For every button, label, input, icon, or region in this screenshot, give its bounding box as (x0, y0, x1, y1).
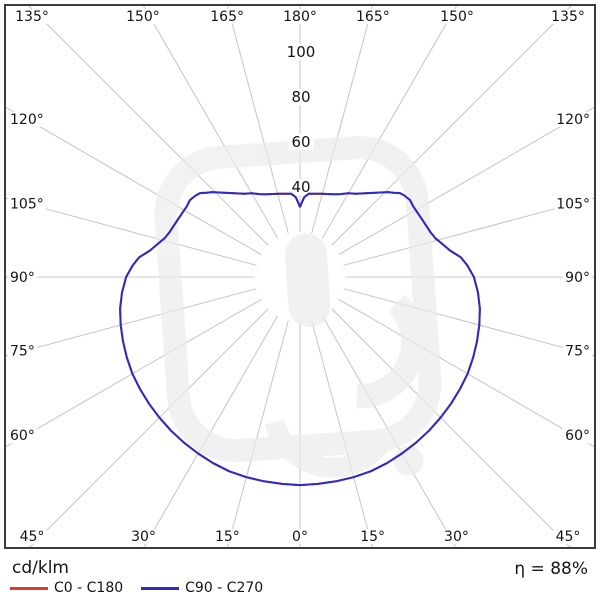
watermark-arc (356, 294, 426, 409)
angle-label-halo (354, 9, 392, 24)
angle-label: 90° (565, 270, 590, 286)
ring-label-halo (283, 44, 319, 60)
watermark-bar (284, 233, 331, 328)
grid-radial-line (322, 6, 458, 239)
c90-c270-curve (119, 191, 481, 487)
angle-label: 150° (440, 9, 474, 25)
grid-radial-line (143, 315, 278, 547)
angle-label: 75° (565, 343, 590, 359)
grid-radial-line (6, 106, 262, 255)
angle-label-halo (8, 343, 38, 359)
angle-label-halo (562, 428, 592, 444)
angle-label: 0° (292, 529, 308, 545)
angle-label-halo (13, 9, 51, 24)
grid-radial-line (29, 308, 269, 547)
angle-label: 15° (215, 529, 240, 545)
angle-label: 165° (356, 9, 390, 25)
angle-label-halo (281, 9, 319, 24)
grid-radial-line (311, 6, 374, 234)
angle-label: 105° (556, 197, 590, 213)
grid-radial-line (6, 288, 257, 357)
unit-label: cd/klm (12, 558, 69, 578)
angle-label: 15° (360, 529, 385, 545)
angle-label: 45° (20, 529, 45, 545)
legend-label-c0-c180: C0 - C180 (54, 580, 124, 596)
c90-c270-line-swatch (141, 586, 180, 590)
legend-label-c90-c270: C90 - C270 (185, 580, 264, 596)
ring-label: 60 (291, 133, 310, 151)
angle-label-halo (8, 196, 46, 212)
ring-label-halo (288, 134, 314, 150)
grid-radial-line (331, 308, 571, 547)
angle-label-halo (562, 343, 592, 359)
angle-label: 30° (131, 529, 156, 545)
angle-label: 75° (10, 343, 35, 359)
watermark-logo (154, 136, 442, 478)
angle-label-halo (124, 9, 162, 24)
grid-radial-line (322, 315, 457, 547)
angle-label-halo (128, 529, 159, 544)
angle-label: 120° (556, 112, 590, 128)
ring-labels: 40 60 80 100 (283, 43, 319, 196)
grid-radial-line (338, 299, 594, 448)
angle-label: 105° (10, 197, 44, 213)
ring-label: 40 (291, 178, 310, 196)
angle-label-halo (17, 529, 47, 544)
plot-frame (4, 4, 596, 549)
angle-label-halo (562, 270, 592, 285)
angle-label: 150° (126, 9, 160, 25)
grid-radial-line (311, 320, 373, 547)
ring-label: 100 (287, 43, 316, 61)
c0-c180-line-swatch (10, 586, 48, 590)
angle-label: 165° (210, 9, 244, 25)
angle-label-halo (8, 111, 46, 127)
angle-label-halo (358, 529, 388, 544)
angle-label: 45° (556, 529, 581, 545)
watermark-smile-arc (264, 419, 397, 478)
grid-radial-line (142, 6, 278, 239)
angle-label-halo (8, 270, 38, 285)
grid-radial-line (6, 197, 257, 266)
angle-label: 180° (283, 9, 317, 25)
angle-label-halo (554, 196, 592, 212)
angle-label-halo (553, 529, 583, 544)
legend-items: C0 - C180 C90 - C270 (10, 580, 263, 596)
angle-labels: 0° 15° 15° 30° 30° 45° 45° 60° 60° 75° 75° 90° 90° 10… (8, 9, 592, 545)
grid-radial-line (227, 320, 289, 547)
angle-label: 60° (565, 428, 590, 444)
grid-radial-line (226, 6, 289, 234)
angle-label: 135° (551, 9, 585, 25)
angle-label-halo (549, 9, 587, 24)
angle-label-halo (438, 9, 476, 24)
ring-label: 80 (291, 88, 310, 106)
efficiency-label: η = 88% (514, 559, 588, 579)
grid-radial-line (28, 6, 269, 246)
angle-label-halo (8, 428, 38, 444)
chart-legend: cd/klm η = 88% C0 - C180 C90 - C270 (0, 552, 600, 600)
angle-label-halo (208, 9, 246, 24)
angle-label-halo (212, 529, 242, 544)
grid-radial-line (338, 106, 594, 255)
legend-item-c0-c180: C0 - C180 (10, 580, 123, 596)
angle-label: 30° (444, 529, 469, 545)
angle-label: 135° (15, 9, 49, 25)
angle-label-halo (441, 529, 472, 544)
ring-label-halo (288, 89, 314, 105)
grid-radial-line (6, 299, 262, 448)
watermark-rounded-square (154, 136, 442, 463)
angle-label: 90° (10, 270, 35, 286)
angle-label-halo (289, 529, 311, 544)
ring-label-halo (288, 179, 314, 195)
grid-radial-line (331, 6, 572, 246)
angle-label-halo (554, 111, 592, 127)
legend-item-c90-c270: C90 - C270 (141, 580, 263, 596)
angle-label: 60° (10, 428, 35, 444)
angle-label: 120° (10, 112, 44, 128)
